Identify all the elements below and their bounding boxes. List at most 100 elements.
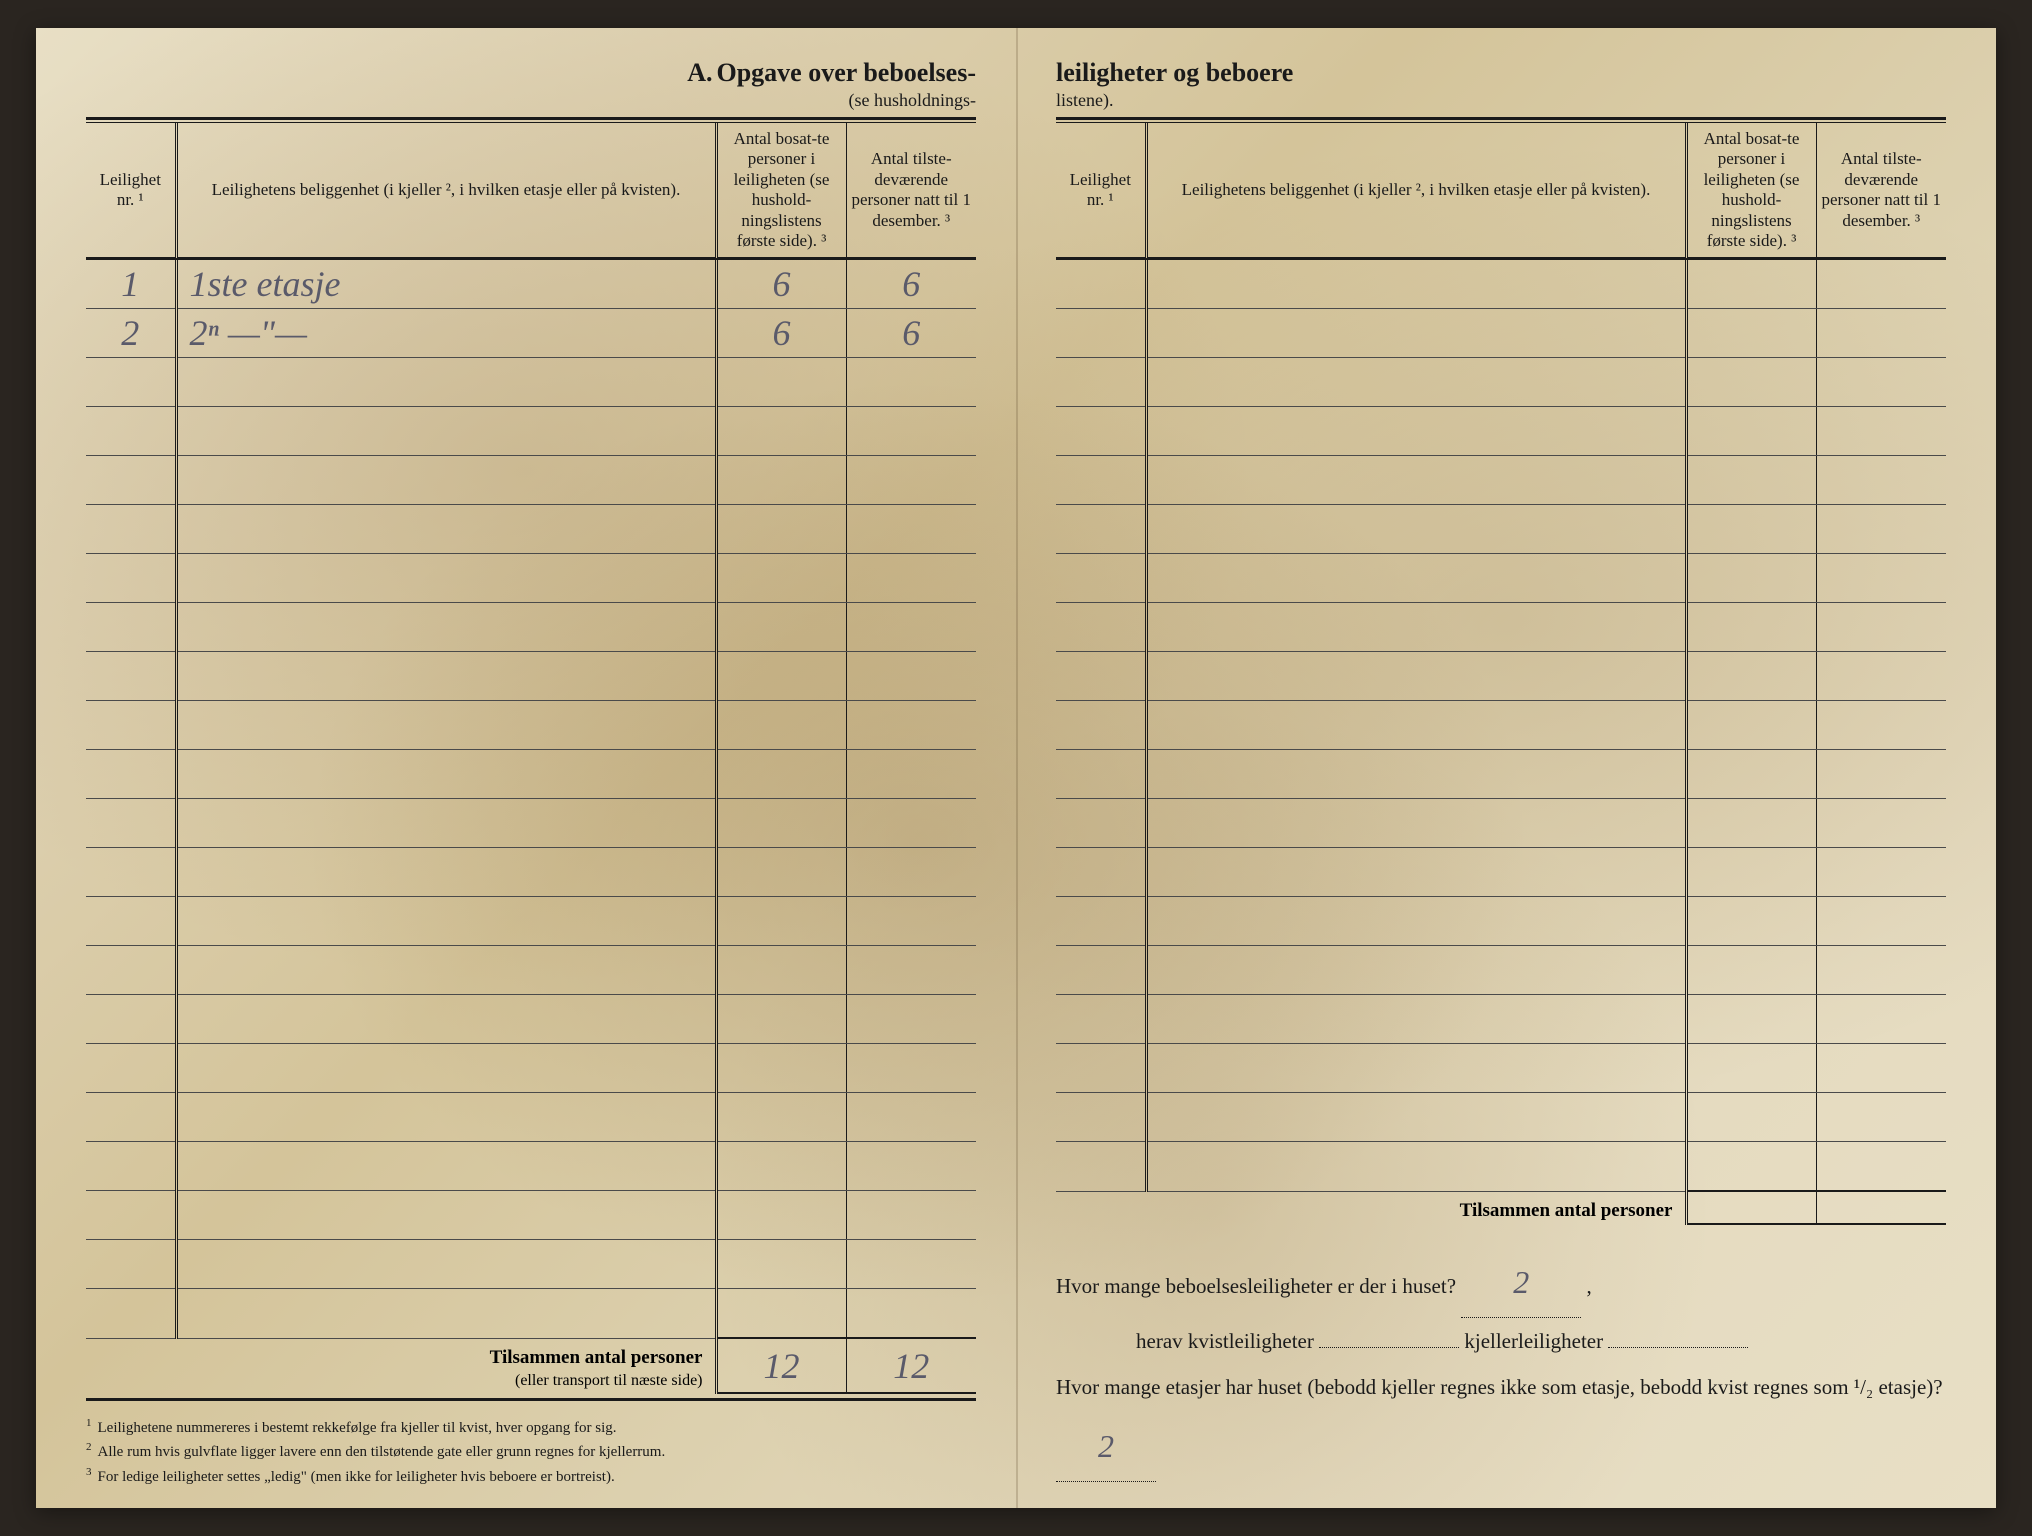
cell-blank bbox=[1686, 652, 1816, 701]
cell-nr: 2 bbox=[86, 309, 176, 358]
cell-blank bbox=[716, 652, 846, 701]
cell-blank bbox=[716, 554, 846, 603]
cell-blank bbox=[176, 995, 716, 1044]
cell-blank bbox=[716, 603, 846, 652]
cell-blank bbox=[716, 1191, 846, 1240]
cell-blank bbox=[1146, 946, 1686, 995]
cell-blank bbox=[716, 946, 846, 995]
cell-blank bbox=[176, 1191, 716, 1240]
cell-blank bbox=[846, 750, 976, 799]
cell-blank bbox=[176, 358, 716, 407]
cell-blank bbox=[86, 1240, 176, 1289]
cell-blank bbox=[86, 505, 176, 554]
cell-blank bbox=[846, 1142, 976, 1191]
cell-blank bbox=[1686, 995, 1816, 1044]
total-n1-r bbox=[1686, 1191, 1816, 1224]
left-page: A. Opgave over beboelses- (se husholdnin… bbox=[36, 28, 1016, 1508]
cell-blank bbox=[1816, 652, 1946, 701]
cell-blank bbox=[1816, 946, 1946, 995]
q1-text: Hvor mange beboelsesleiligheter er der i… bbox=[1056, 1274, 1456, 1298]
cell-blank bbox=[716, 799, 846, 848]
cell-blank bbox=[1686, 946, 1816, 995]
cell-blank bbox=[176, 407, 716, 456]
cell-blank bbox=[1816, 603, 1946, 652]
cell-blank bbox=[846, 701, 976, 750]
cell-blank bbox=[1686, 260, 1816, 309]
cell-blank bbox=[86, 1191, 176, 1240]
cell-blank bbox=[1146, 407, 1686, 456]
cell-blank bbox=[1056, 652, 1146, 701]
cell-blank bbox=[1816, 1142, 1946, 1192]
table-left: Leilighet nr. ¹ Leilighetens beliggenhet… bbox=[86, 123, 976, 1394]
cell-loc: 1ste etasje bbox=[176, 260, 716, 309]
cell-blank bbox=[846, 995, 976, 1044]
cell-blank bbox=[1056, 603, 1146, 652]
rule-thick-r bbox=[1056, 117, 1946, 120]
cell-blank bbox=[846, 897, 976, 946]
col-loc-r: Leilighetens beliggenhet (i kjeller ², i… bbox=[1146, 123, 1686, 258]
total-label: Tilsammen antal personer bbox=[490, 1347, 703, 1368]
cell-blank bbox=[1686, 554, 1816, 603]
cell-blank bbox=[1056, 1142, 1146, 1192]
cell-blank bbox=[86, 652, 176, 701]
col-n1: Antal bosat-te personer i leiligheten (s… bbox=[716, 123, 846, 258]
cell-blank bbox=[1686, 309, 1816, 358]
cell-blank bbox=[1686, 456, 1816, 505]
title-main-left: Opgave over beboelses- bbox=[717, 58, 977, 87]
cell-blank bbox=[176, 897, 716, 946]
cell-blank bbox=[1056, 505, 1146, 554]
cell-blank bbox=[1146, 603, 1686, 652]
cell-blank bbox=[1686, 603, 1816, 652]
cell-blank bbox=[1816, 407, 1946, 456]
q2a-text: herav kvistleiligheter bbox=[1136, 1329, 1314, 1353]
cell-blank bbox=[846, 1044, 976, 1093]
title-sub-right: listene). bbox=[1056, 90, 1946, 111]
cell-blank bbox=[1816, 456, 1946, 505]
cell-blank bbox=[716, 456, 846, 505]
cell-blank bbox=[716, 407, 846, 456]
cell-blank bbox=[716, 358, 846, 407]
cell-blank bbox=[846, 358, 976, 407]
cell-loc: 2ⁿ —"— bbox=[176, 309, 716, 358]
cell-blank bbox=[1146, 554, 1686, 603]
cell-blank bbox=[86, 1044, 176, 1093]
cell-blank bbox=[176, 799, 716, 848]
rule-thick bbox=[86, 117, 976, 120]
right-page: leiligheter og beboere listene). Leiligh… bbox=[1016, 28, 1996, 1508]
cell-blank bbox=[1686, 358, 1816, 407]
cell-blank bbox=[846, 1289, 976, 1339]
cell-blank bbox=[176, 1044, 716, 1093]
cell-blank bbox=[716, 995, 846, 1044]
cell-blank bbox=[1686, 799, 1816, 848]
cell-blank bbox=[1686, 750, 1816, 799]
cell-blank bbox=[1816, 799, 1946, 848]
questions: Hvor mange beboelsesleiligheter er der i… bbox=[1056, 1247, 1946, 1482]
cell-blank bbox=[1816, 505, 1946, 554]
cell-blank bbox=[86, 701, 176, 750]
cell-blank bbox=[176, 848, 716, 897]
q2b-text: kjellerleiligheter bbox=[1464, 1329, 1603, 1353]
cell-n1: 6 bbox=[716, 260, 846, 309]
cell-blank bbox=[1056, 1044, 1146, 1093]
document-paper: A. Opgave over beboelses- (se husholdnin… bbox=[36, 28, 1996, 1508]
cell-blank bbox=[1146, 750, 1686, 799]
footnotes: 1Leilighetene nummereres i bestemt rekke… bbox=[86, 1415, 976, 1489]
cell-blank bbox=[846, 505, 976, 554]
cell-blank bbox=[176, 456, 716, 505]
footnote-2: Alle rum hvis gulvflate ligger lavere en… bbox=[98, 1444, 666, 1460]
cell-blank bbox=[1056, 897, 1146, 946]
cell-blank bbox=[1816, 750, 1946, 799]
q3-text: Hvor mange etasjer har huset (bebodd kje… bbox=[1056, 1375, 1943, 1399]
cell-blank bbox=[846, 848, 976, 897]
q3-answer: 2 bbox=[1098, 1428, 1114, 1464]
cell-blank bbox=[716, 1044, 846, 1093]
cell-blank bbox=[846, 1093, 976, 1142]
cell-blank bbox=[1816, 260, 1946, 309]
cell-blank bbox=[1686, 505, 1816, 554]
cell-blank bbox=[86, 1093, 176, 1142]
cell-blank bbox=[1816, 309, 1946, 358]
cell-blank bbox=[86, 603, 176, 652]
cell-blank bbox=[1146, 897, 1686, 946]
cell-blank bbox=[86, 554, 176, 603]
cell-blank bbox=[86, 1289, 176, 1339]
